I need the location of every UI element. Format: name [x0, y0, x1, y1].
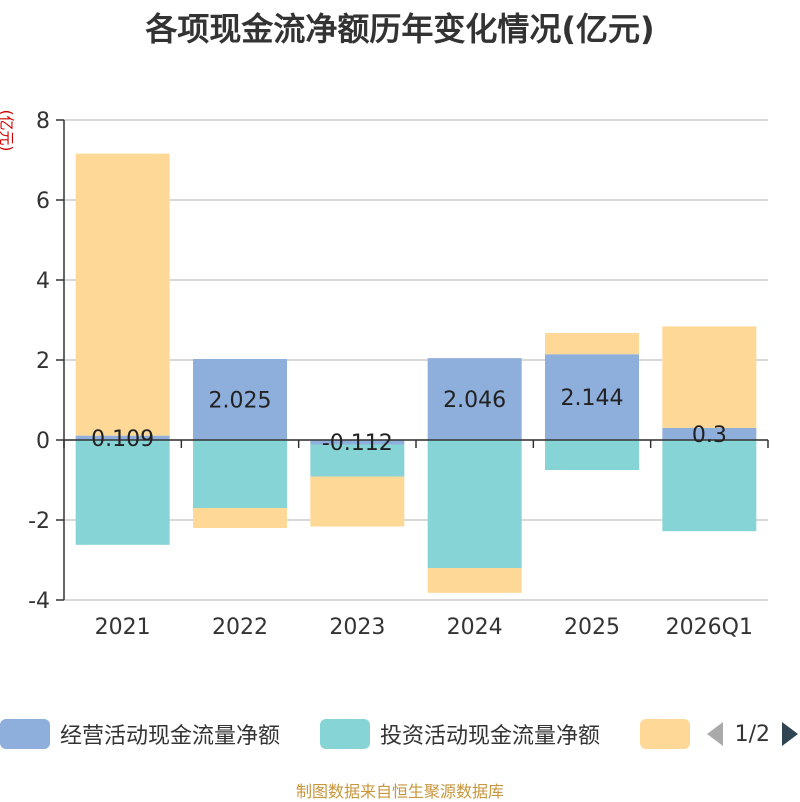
bar-series-3 — [193, 508, 287, 528]
chart-title: 各项现金流净额历年变化情况(亿元) — [145, 10, 655, 48]
x-tick-label: 2025 — [564, 615, 620, 640]
bar-series-2 — [193, 440, 287, 508]
legend-prev-icon[interactable] — [705, 720, 725, 748]
bar-series-3 — [427, 568, 522, 593]
data-source-footer: 制图数据来自恒生聚源数据库 — [295, 782, 504, 801]
x-tick-label: 2023 — [329, 615, 385, 640]
x-tick-label: 2022 — [212, 615, 268, 640]
legend-item-operating[interactable]: 经营活动现金流量净额 — [0, 714, 280, 754]
data-label: 0.3 — [692, 423, 727, 448]
bar-series-3 — [545, 333, 639, 355]
x-tick-label: 2024 — [447, 615, 503, 640]
legend-label-operating: 经营活动现金流量净额 — [60, 724, 281, 749]
y-tick-label: -4 — [28, 589, 50, 614]
data-label: -0.112 — [322, 431, 393, 456]
bar-series-1 — [310, 440, 405, 445]
y-tick-label: 0 — [36, 429, 50, 454]
legend-label-investing: 投资活动现金流量净额 — [380, 724, 601, 749]
bar-series-3 — [662, 326, 757, 428]
x-tick-label: 2021 — [95, 615, 151, 640]
bar-series-1 — [75, 435, 170, 440]
legend-item-investing[interactable]: 投资活动现金流量净额 — [320, 714, 600, 754]
bar-series-2 — [427, 440, 522, 568]
data-label: 2.046 — [443, 388, 506, 413]
x-tick-label: 2026Q1 — [666, 615, 753, 640]
bar-series-2 — [662, 440, 757, 532]
bar-series-2 — [310, 444, 405, 477]
bar-series-3 — [75, 153, 170, 436]
bar-series-1 — [427, 358, 522, 440]
legend-pager: 1/2 — [705, 714, 800, 754]
y-tick-label: 6 — [36, 189, 50, 214]
legend-swatch-financing — [640, 719, 690, 749]
bar-series-2 — [75, 440, 170, 545]
bar-series-1 — [193, 359, 287, 440]
bar-series-1 — [662, 428, 757, 440]
legend: 经营活动现金流量净额 投资活动现金流量净额 1/2 — [0, 714, 800, 756]
bar-series-2 — [545, 440, 639, 470]
bar-series-3 — [310, 476, 405, 527]
legend-swatch-investing — [320, 719, 370, 749]
bar-series-1 — [545, 354, 639, 440]
y-tick-label: 8 — [36, 109, 50, 134]
legend-item-financing[interactable] — [640, 714, 700, 754]
data-label: 2.144 — [561, 386, 624, 411]
data-label: 2.025 — [209, 389, 272, 414]
data-label: 0.109 — [91, 427, 154, 452]
legend-next-icon[interactable] — [780, 720, 800, 748]
legend-swatch-operating — [0, 719, 50, 749]
legend-page-indicator: 1/2 — [734, 721, 770, 747]
y-tick-label: 2 — [36, 349, 50, 374]
y-tick-label: 4 — [36, 269, 50, 294]
y-tick-label: -2 — [28, 509, 50, 534]
chart-canvas: -4 -2 0 2 4 6 8 2021 2022 2023 2024 2025 2026Q1 0.109… — [28, 109, 769, 640]
